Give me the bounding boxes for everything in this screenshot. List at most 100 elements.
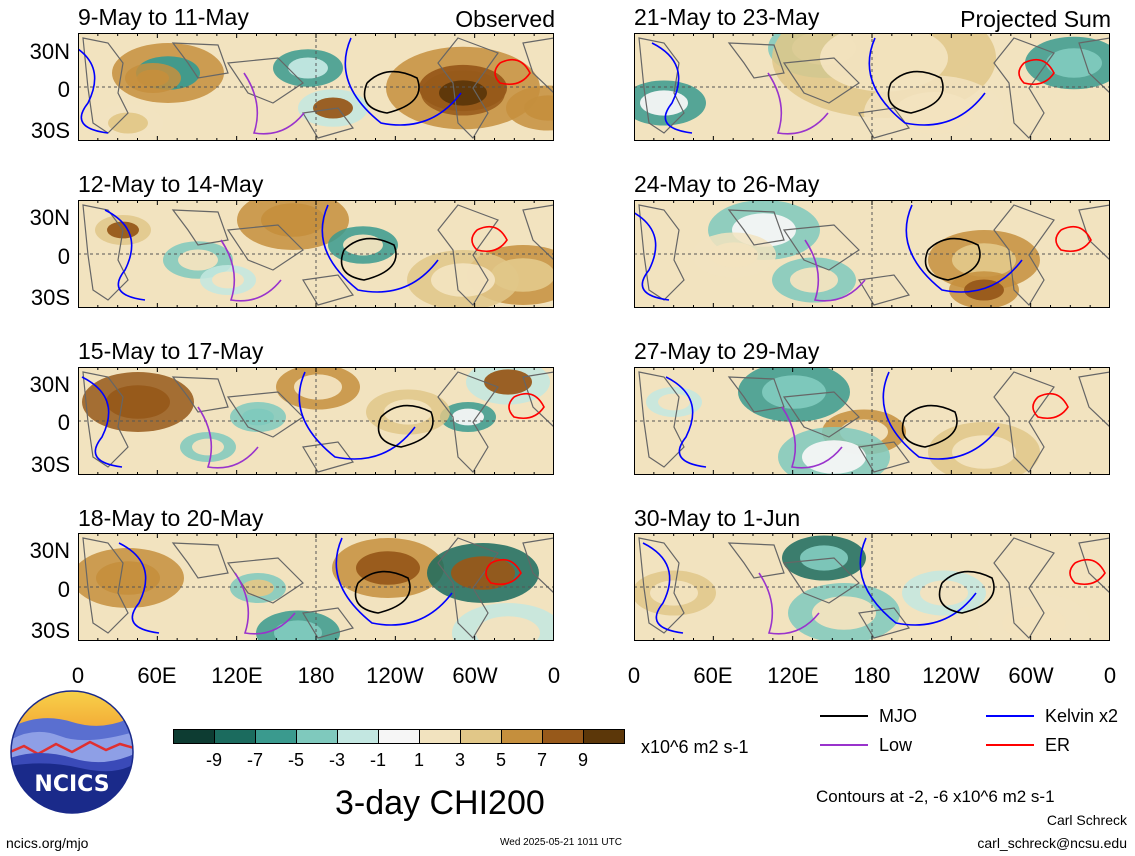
contour-line	[758, 572, 820, 635]
legend-mjo-line	[820, 715, 868, 717]
colorbar-cell	[460, 729, 502, 744]
contour-line	[243, 72, 305, 135]
lat-label-30n: 30N	[29, 39, 70, 64]
contour-line	[377, 404, 434, 448]
contour-line	[868, 37, 986, 126]
lat-label-0: 0	[57, 410, 70, 435]
lon-label: 0	[71, 663, 85, 688]
contour-line	[321, 204, 439, 293]
contour-line	[494, 58, 531, 86]
contour-line	[924, 237, 981, 281]
observed-label: Observed	[455, 6, 555, 32]
contour-line	[905, 204, 1023, 293]
footer-author: Carl Schreck	[1046, 812, 1127, 828]
contour-line	[767, 72, 829, 135]
contour-line	[234, 572, 296, 635]
colorbar-tick-label: -1	[369, 750, 386, 770]
lat-label-30n: 30N	[29, 205, 70, 230]
logo-text: NCICS	[34, 772, 109, 797]
contour-line	[665, 376, 707, 468]
contour-line	[1032, 392, 1069, 420]
contour-line	[340, 237, 397, 281]
colorbar-cell	[419, 729, 461, 744]
panel-title-7: 27-May to 29-May	[634, 338, 820, 364]
lon-label: 120W	[366, 663, 424, 688]
lon-label: 0	[547, 663, 561, 688]
contour-line	[335, 537, 453, 626]
contour-line	[354, 570, 411, 614]
panel-title-3: 15-May to 17-May	[78, 338, 264, 364]
contour-line	[197, 406, 259, 469]
contours-note: Contours at -2, -6 x10^6 m2 s-1	[816, 787, 1055, 806]
continent-outlines	[82, 371, 554, 473]
contour-line	[344, 37, 462, 126]
contour-line	[485, 558, 522, 586]
colorbar-cell	[501, 729, 543, 744]
projected-sum-label: Projected Sum	[960, 6, 1111, 32]
colorbar-cell	[214, 729, 256, 744]
contour-line	[471, 225, 508, 253]
panel-title-8: 30-May to 1-Jun	[634, 505, 801, 531]
lon-label: 0	[627, 663, 641, 688]
lon-label: 120E	[767, 663, 819, 688]
contour-line	[642, 542, 684, 634]
contour-line	[887, 70, 944, 114]
contour-line	[1018, 58, 1055, 86]
anomaly-shading	[93, 43, 554, 141]
lat-label-30s: 30S	[30, 118, 70, 143]
legend-low-label: Low	[879, 735, 913, 755]
footer-url[interactable]: ncics.org/mjo	[6, 835, 89, 851]
continent-outlines	[638, 204, 1110, 306]
contour-line	[1055, 225, 1092, 253]
map-panel-8	[634, 533, 1110, 641]
continent-outlines	[638, 537, 1110, 639]
contour-line	[508, 392, 545, 420]
map-panel-4	[78, 533, 554, 641]
lat-label-30s: 30S	[30, 452, 70, 477]
lon-label: 60W	[452, 663, 498, 688]
contour-line	[651, 42, 693, 134]
colorbar-cell	[542, 729, 584, 744]
map-panel-2	[78, 200, 554, 308]
ncics-logo[interactable]: NCICS	[10, 690, 134, 814]
footer-timestamp: Wed 2025-05-21 1011 UTC	[500, 837, 622, 848]
footer-email[interactable]: carl_schreck@ncsu.edu	[977, 835, 1127, 851]
contour-line	[901, 404, 958, 448]
legend-mjo-label: MJO	[879, 706, 917, 726]
panel-title-5: 21-May to 23-May	[634, 4, 820, 30]
contour-line	[220, 239, 282, 302]
lon-label: 120E	[211, 663, 263, 688]
contour-line	[882, 371, 1000, 460]
lon-label: 60E	[693, 663, 733, 688]
main-title: 3-day CHI200	[335, 784, 545, 822]
map-panel-3	[78, 367, 554, 475]
lat-label-0: 0	[57, 77, 70, 102]
colorbar-cell	[255, 729, 297, 744]
colorbar-units: x10^6 m2 s-1	[641, 737, 749, 757]
map-panel-6	[634, 200, 1110, 308]
continent-outlines	[638, 371, 1110, 473]
colorbar-cell	[173, 729, 215, 744]
contour-line	[781, 406, 843, 469]
lon-label: 180	[853, 663, 891, 688]
contour-line	[634, 211, 670, 301]
colorbar-cell	[296, 729, 338, 744]
contour-line	[1069, 558, 1106, 586]
colorbar-tick-label: 5	[495, 750, 506, 770]
colorbar-tick-label: 9	[577, 750, 588, 770]
lon-label: 180	[297, 663, 335, 688]
colorbar-tick-label: -3	[328, 750, 345, 770]
colorbar-cell	[378, 729, 420, 744]
legend-kelvin-line	[986, 715, 1034, 717]
lat-label-30s: 30S	[30, 618, 70, 643]
colorbar-tick-label: 7	[536, 750, 547, 770]
continent-outlines	[82, 204, 554, 306]
lat-label-0: 0	[57, 577, 70, 602]
anomaly-shading	[82, 367, 550, 462]
colorbar-tick-label: -5	[287, 750, 304, 770]
colorbar-cell	[337, 729, 379, 744]
anomaly-shading	[646, 367, 1040, 475]
colorbar-tick-label: 3	[454, 750, 465, 770]
colorbar-tick-label: -9	[205, 750, 222, 770]
colorbar-tick-label: 1	[413, 750, 424, 770]
